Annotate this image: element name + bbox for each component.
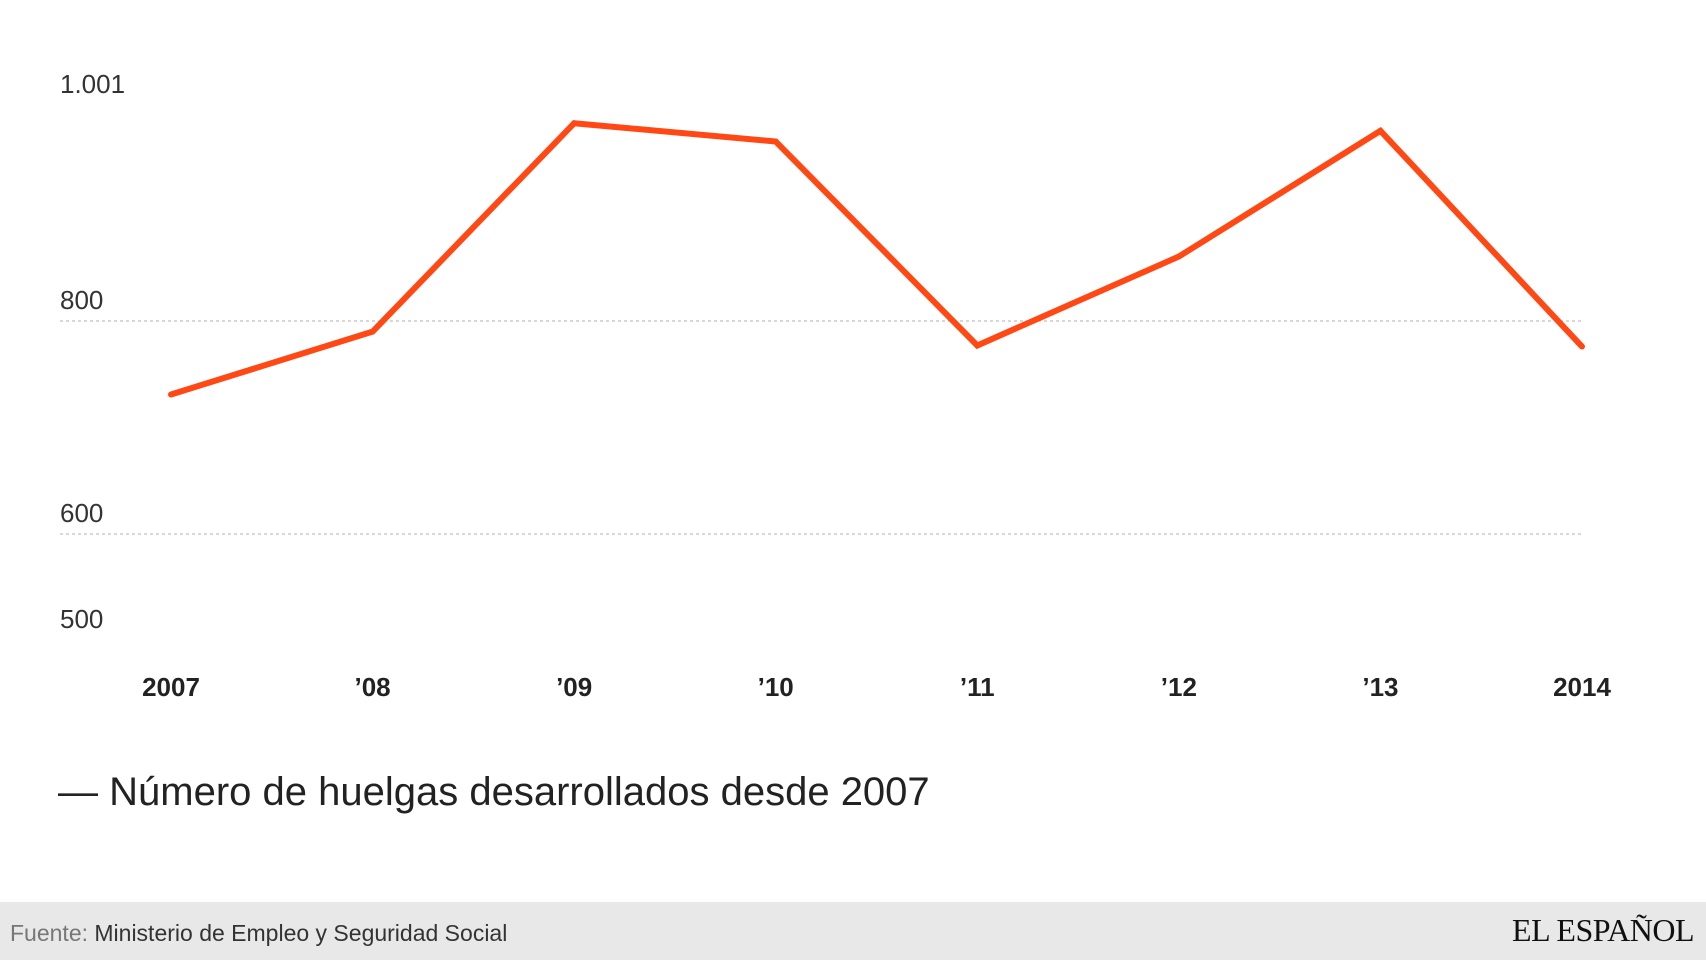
data-point (571, 120, 578, 127)
x-axis-ticks: 2007 ’08 ’09 ’10 ’11 ’12 ’13 2014 (142, 672, 1611, 702)
data-point (1377, 127, 1384, 134)
series-layer (168, 120, 1585, 398)
y-tick-label: 800 (60, 285, 103, 315)
x-tick-label: ’11 (960, 672, 995, 702)
data-point (1579, 343, 1585, 350)
legend-label: Número de huelgas desarrollados desde 20… (109, 770, 930, 814)
source-label: Fuente: (10, 920, 88, 946)
data-point (168, 391, 174, 398)
x-tick-label: ’13 (1362, 672, 1398, 702)
x-tick-label: 2007 (142, 672, 200, 702)
data-point (1175, 253, 1182, 260)
chart-legend: — Número de huelgas desarrollados desde … (58, 770, 930, 815)
y-tick-label: 1.001 (60, 69, 125, 99)
source-note: Fuente: Ministerio de Empleo y Seguridad… (10, 920, 507, 947)
x-tick-label: ’10 (758, 672, 794, 702)
series-line (170, 120, 1585, 398)
data-point (369, 328, 376, 335)
x-tick-label: ’08 (354, 672, 390, 702)
source-text: Ministerio de Empleo y Seguridad Social (94, 920, 508, 946)
x-tick-label: 2014 (1553, 672, 1611, 702)
y-axis-ticks: 1.001 800 600 500 (60, 69, 125, 634)
y-tick-label: 600 (60, 498, 103, 528)
brand-logo: EL ESPAÑOL (1512, 912, 1694, 948)
gridlines (60, 320, 1582, 535)
footer-bar: Fuente: Ministerio de Empleo y Seguridad… (0, 902, 1706, 960)
legend-line-symbol: — (58, 770, 98, 814)
data-point (974, 342, 981, 349)
y-tick-label: 500 (60, 604, 103, 634)
x-tick-label: ’09 (556, 672, 592, 702)
data-point (772, 138, 779, 145)
line-chart: 1.001 800 600 500 2007 ’08 ’09 ’10 ’11 ’12 ’13 201… (60, 69, 1611, 702)
x-tick-label: ’12 (1161, 672, 1197, 702)
